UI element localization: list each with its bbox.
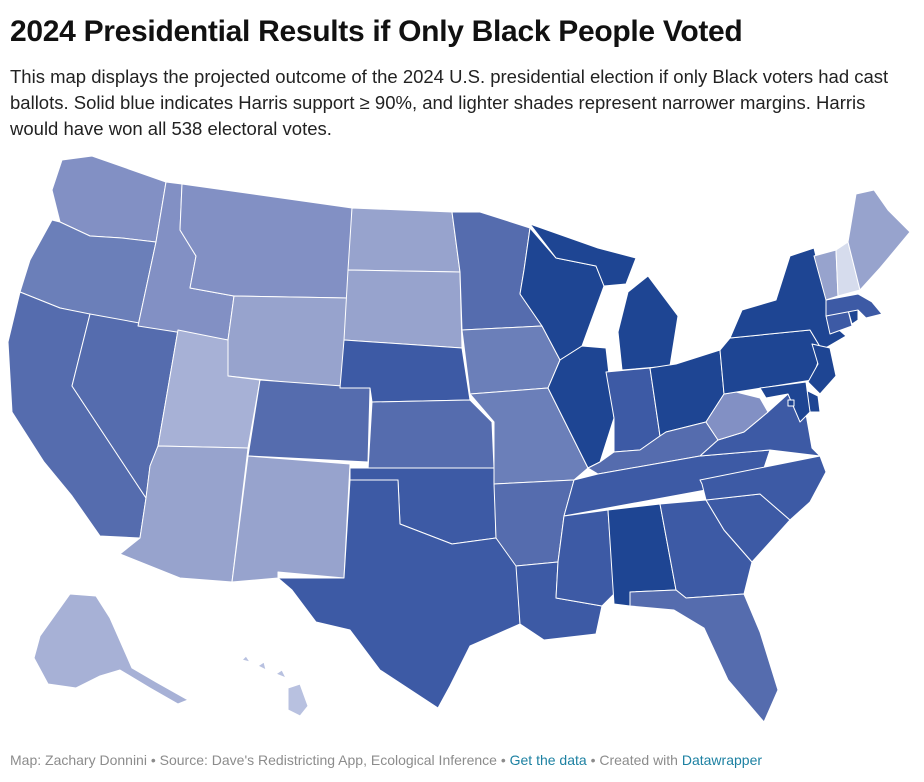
state-AK[interactable] bbox=[33, 593, 189, 705]
map-svg bbox=[7, 155, 911, 723]
state-FL[interactable] bbox=[629, 589, 779, 723]
state-AZ[interactable] bbox=[119, 445, 249, 583]
state-CO[interactable] bbox=[247, 379, 371, 463]
state-DC[interactable] bbox=[787, 399, 795, 407]
state-IA[interactable] bbox=[461, 325, 561, 395]
datawrapper-link[interactable]: Datawrapper bbox=[681, 752, 763, 768]
footer-separator: • bbox=[586, 752, 600, 768]
state-NJ[interactable] bbox=[807, 343, 837, 395]
state-WY[interactable] bbox=[227, 295, 349, 389]
state-NM[interactable] bbox=[231, 455, 351, 583]
footer-created-with: Created with bbox=[599, 752, 678, 768]
state-SD[interactable] bbox=[343, 269, 463, 349]
footer-source: Source: Dave's Redistricting App, Ecolog… bbox=[159, 752, 497, 768]
state-MS[interactable] bbox=[555, 509, 615, 607]
us-choropleth-map bbox=[0, 150, 924, 740]
footer-credit: Map: Zachary Donnini bbox=[10, 752, 147, 768]
state-MT[interactable] bbox=[179, 183, 353, 299]
state-NC[interactable] bbox=[699, 455, 827, 521]
footer-separator: • bbox=[146, 752, 160, 768]
state-TX[interactable] bbox=[277, 479, 521, 709]
state-HI[interactable] bbox=[241, 655, 309, 717]
state-KS[interactable] bbox=[367, 399, 495, 471]
state-MD[interactable] bbox=[759, 381, 811, 423]
map-description: This map displays the projected outcome … bbox=[10, 66, 889, 139]
state-MA[interactable] bbox=[825, 293, 883, 319]
map-title: 2024 Presidential Results if Only Black … bbox=[10, 15, 743, 48]
footer-separator: • bbox=[496, 752, 510, 768]
footer: Map: Zachary Donnini • Source: Dave's Re… bbox=[10, 752, 920, 768]
state-ME[interactable] bbox=[847, 189, 911, 291]
state-ND[interactable] bbox=[347, 207, 461, 273]
get-data-link[interactable]: Get the data bbox=[509, 752, 587, 768]
state-CA[interactable] bbox=[7, 291, 147, 539]
